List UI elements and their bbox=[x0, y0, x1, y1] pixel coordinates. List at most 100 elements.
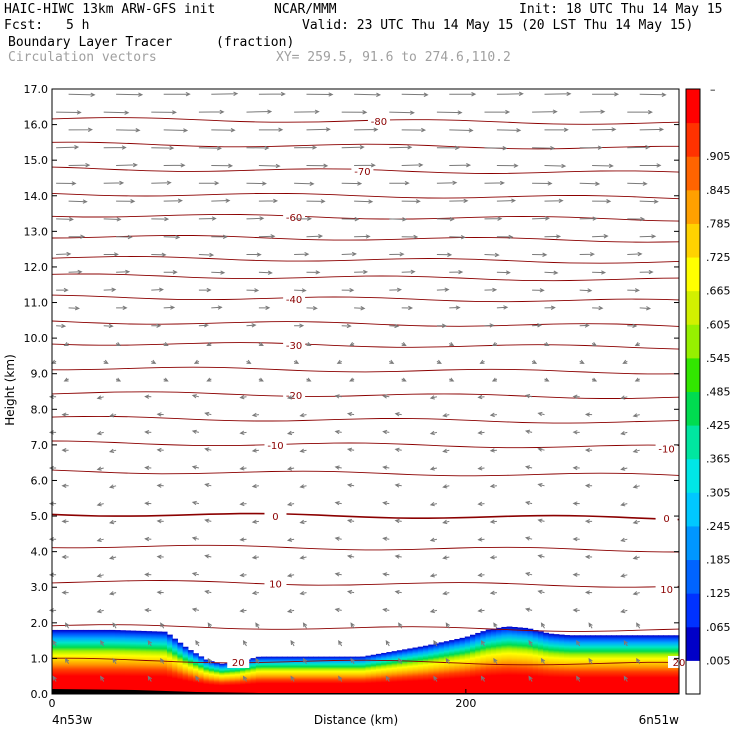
xy-label: XY= 259.5, 91.6 to 274.6,110.2 bbox=[276, 50, 511, 65]
vector-arrow bbox=[48, 501, 57, 506]
isotherm-label: -10 bbox=[658, 444, 674, 455]
tracer-column bbox=[302, 656, 309, 694]
tracer-column bbox=[52, 629, 58, 694]
isotherm-line bbox=[51, 117, 680, 125]
tracer-column bbox=[93, 629, 100, 694]
vector-arrow bbox=[255, 657, 260, 665]
vector-arrow bbox=[477, 572, 485, 578]
vector-arrow bbox=[258, 342, 264, 347]
vector-arrow bbox=[382, 607, 390, 613]
tracer-column bbox=[595, 635, 602, 694]
vector-arrow bbox=[572, 394, 580, 399]
vector-arrow bbox=[96, 466, 104, 471]
tracer-column bbox=[187, 650, 194, 694]
vector-arrow bbox=[198, 323, 209, 328]
vector-arrow bbox=[632, 519, 640, 525]
tracer-column bbox=[391, 651, 398, 694]
vector-arrow bbox=[592, 234, 609, 239]
vector-arrow bbox=[48, 537, 57, 542]
x-tick-label: 0 bbox=[49, 697, 56, 710]
vector-arrow bbox=[632, 591, 640, 596]
vector-arrow bbox=[354, 92, 382, 98]
vector-arrow bbox=[103, 359, 109, 364]
colorbar-swatch bbox=[686, 593, 700, 628]
vector-arrow bbox=[151, 110, 177, 115]
vector-arrow bbox=[491, 342, 498, 347]
tracer-column bbox=[219, 663, 226, 694]
tracer-column bbox=[140, 630, 147, 694]
vector-arrow bbox=[524, 465, 533, 470]
vector-arrow bbox=[306, 305, 318, 311]
vector-arrow bbox=[449, 305, 461, 310]
tracer-column bbox=[611, 635, 617, 694]
vector-arrow bbox=[56, 323, 67, 329]
field-units: (fraction) bbox=[216, 35, 295, 50]
vector-arrow bbox=[436, 252, 453, 257]
vector-arrow bbox=[306, 234, 324, 239]
y-tick-label: 10.0 bbox=[24, 332, 49, 345]
vector-arrow bbox=[592, 270, 607, 275]
vector-arrow bbox=[191, 394, 200, 399]
vector-arrow bbox=[103, 217, 122, 222]
vector-arrow bbox=[100, 675, 105, 682]
vector-arrow bbox=[449, 128, 474, 133]
vector-arrow bbox=[61, 483, 69, 488]
colorbar-swatch bbox=[686, 122, 700, 157]
vector-arrow bbox=[258, 305, 271, 311]
vector-arrow bbox=[239, 394, 247, 400]
vector-arrow bbox=[116, 269, 131, 275]
tracer-column bbox=[637, 635, 644, 694]
vector-arrow bbox=[389, 359, 395, 364]
vector-arrow bbox=[436, 216, 455, 222]
vector-arrow bbox=[532, 145, 556, 151]
vector-arrow bbox=[401, 305, 414, 311]
tracer-column bbox=[386, 652, 393, 694]
vector-arrow bbox=[349, 341, 355, 347]
vector-arrow bbox=[242, 640, 248, 647]
vector-arrow bbox=[496, 234, 514, 240]
vector-arrow bbox=[382, 572, 390, 577]
tracer-column bbox=[57, 629, 64, 694]
vector-arrow bbox=[251, 483, 259, 489]
vector-arrow bbox=[160, 622, 165, 629]
vector-arrow bbox=[334, 465, 342, 470]
vector-arrow bbox=[627, 181, 648, 186]
colorbar-label: .725 bbox=[706, 251, 731, 264]
vector-arrow bbox=[239, 501, 247, 507]
vector-arrow bbox=[544, 198, 564, 203]
tracer-column bbox=[584, 635, 591, 694]
vector-arrow bbox=[540, 657, 546, 665]
vector-arrow bbox=[204, 554, 212, 559]
vector-arrow bbox=[544, 127, 569, 133]
vector-arrow bbox=[246, 359, 252, 364]
vector-arrow bbox=[636, 622, 641, 629]
vector-arrow bbox=[246, 323, 257, 328]
vector-arrow bbox=[163, 128, 189, 133]
vector-arrow bbox=[572, 536, 580, 542]
vector-arrow bbox=[449, 92, 477, 97]
colorbar-label: .005 bbox=[706, 654, 731, 667]
vector-arrow bbox=[389, 110, 415, 115]
vector-arrow bbox=[572, 501, 580, 506]
vector-arrow bbox=[103, 110, 130, 115]
vector-arrow bbox=[52, 640, 57, 647]
vector-arrow bbox=[306, 342, 312, 347]
tracer-column bbox=[496, 627, 502, 694]
vector-arrow bbox=[286, 608, 295, 614]
vector-arrow bbox=[579, 109, 606, 114]
tracer-column bbox=[381, 652, 387, 694]
vector-arrow bbox=[579, 145, 603, 150]
vector-arrow bbox=[382, 394, 390, 399]
vector-arrow bbox=[115, 342, 122, 347]
colorbar-swatch bbox=[686, 458, 700, 493]
y-tick-label: 13.0 bbox=[24, 225, 49, 238]
vector-arrow bbox=[445, 622, 450, 629]
vector-arrow bbox=[346, 483, 355, 488]
vector-arrow bbox=[540, 622, 546, 629]
terrain-shape bbox=[52, 689, 679, 694]
vector-arrow bbox=[544, 377, 550, 382]
vector-arrow bbox=[382, 501, 390, 506]
tracer-column bbox=[99, 629, 105, 694]
vector-arrow bbox=[56, 181, 77, 186]
vector-arrow bbox=[306, 163, 329, 168]
